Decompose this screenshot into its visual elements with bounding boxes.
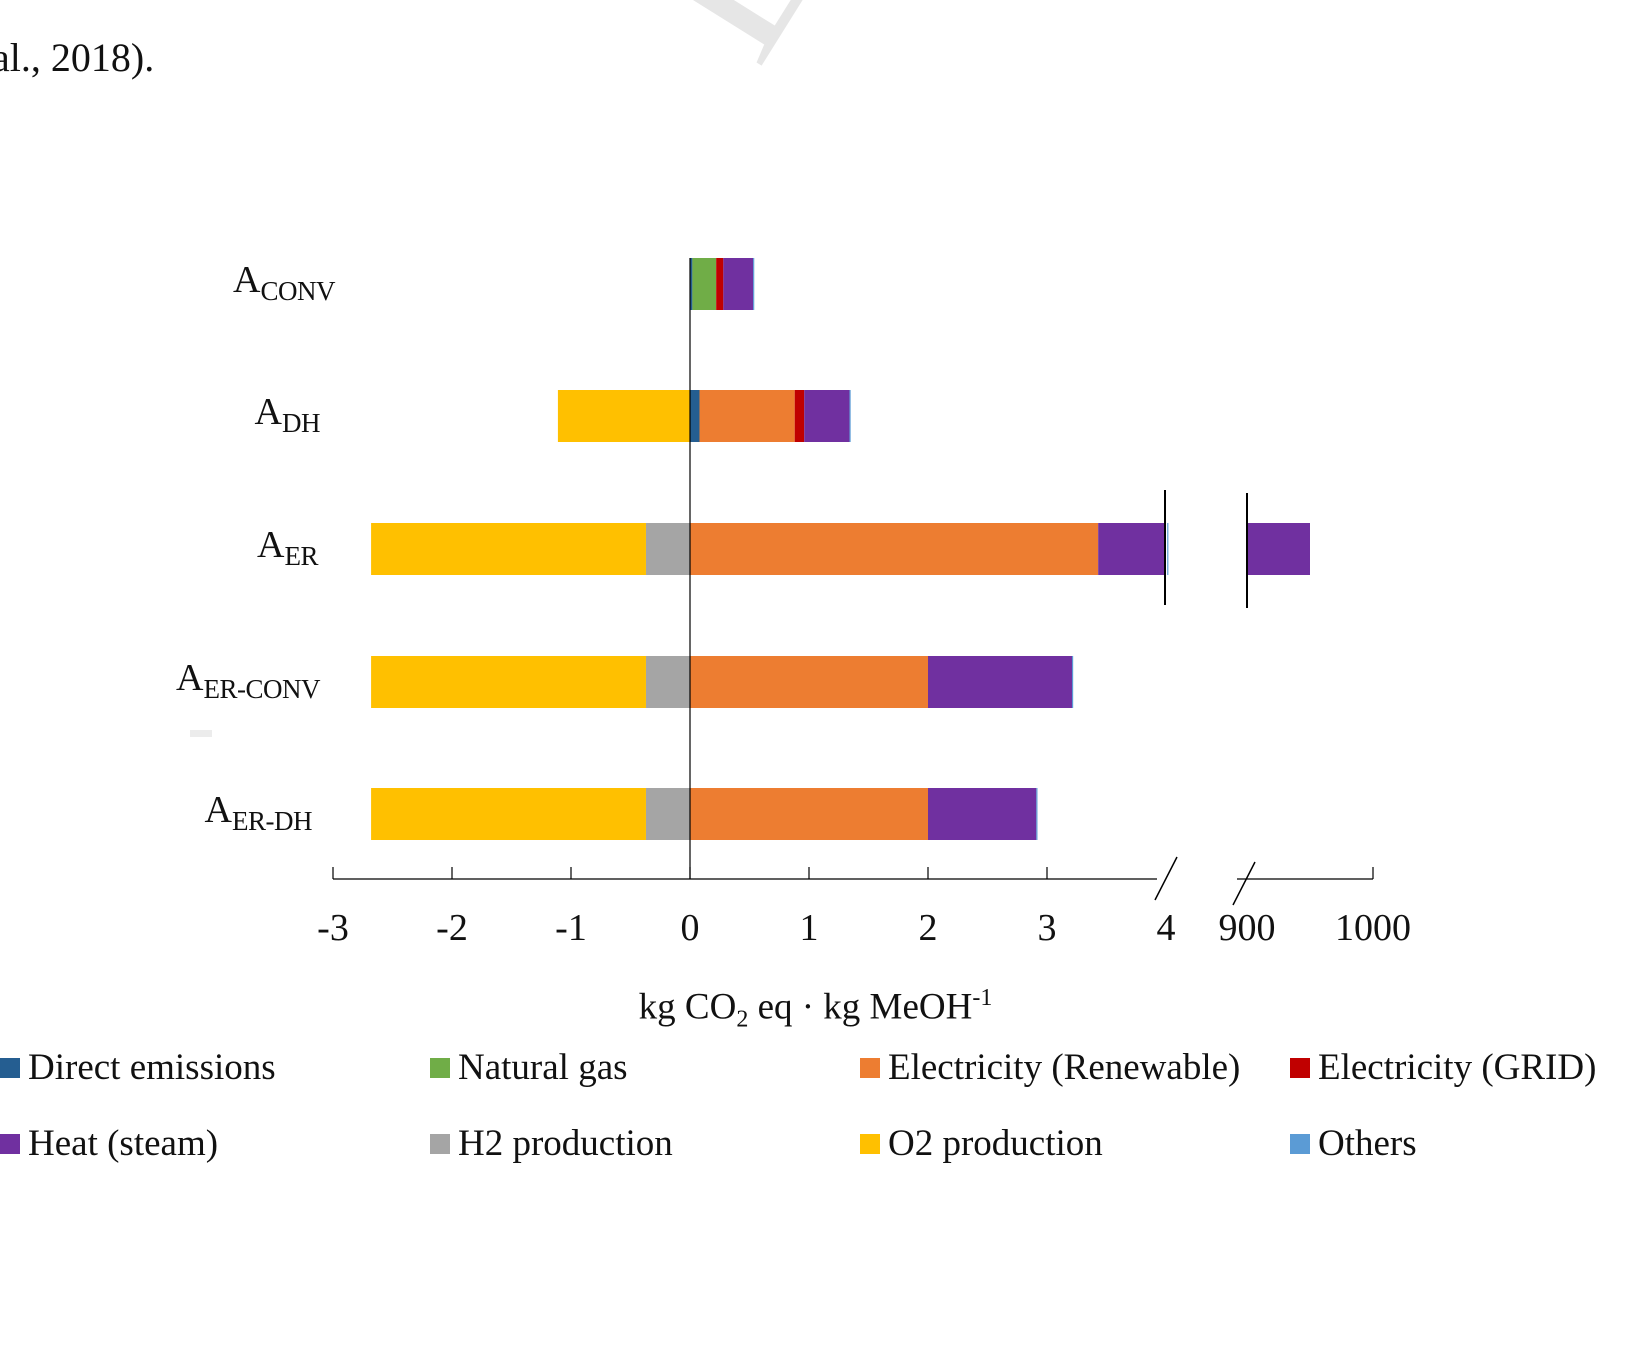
bar-segment-electricity-renewable- (690, 656, 928, 708)
axis-break-slash (1232, 861, 1256, 906)
legend-item: Others (1290, 1122, 1417, 1165)
category-label-main: A (233, 259, 261, 301)
bar-segment-electricity-grid- (794, 390, 805, 442)
bar-segment-electricity-grid- (716, 258, 724, 310)
x-axis-title-part: kg CO (638, 986, 737, 1028)
category-label: ADH (254, 390, 321, 439)
bar-segment-electricity-renewable- (690, 788, 928, 840)
legend-item: Direct emissions (0, 1046, 276, 1089)
legend-swatch (860, 1133, 880, 1154)
legend-swatch (0, 1057, 20, 1078)
legend-label: O2 production (888, 1123, 1103, 1164)
bar-segment-h2-production (645, 523, 690, 575)
x-axis-title-superscript: -1 (972, 985, 993, 1011)
legend-swatch (1290, 1057, 1310, 1078)
x-tick-label: 900 (1219, 907, 1276, 949)
category-label-subscript: ER-CONV (203, 674, 321, 704)
category-label: ACONV (233, 258, 335, 307)
category-label-subscript: CONV (260, 276, 335, 306)
bar-segment-natural-gas (692, 258, 717, 310)
bar-segment-o2-production (371, 788, 646, 840)
x-tick-label: -2 (436, 907, 468, 949)
bar-segment-heat-steam- (928, 656, 1072, 708)
category-label: AER (257, 523, 318, 572)
legend-swatch (1290, 1133, 1310, 1154)
bar-segment-o2-production (557, 390, 690, 442)
x-axis-title-part: eq · kg MeOH (748, 986, 973, 1028)
bar-segment-heat-steam- (804, 390, 850, 442)
bar-segment-h2-production (645, 656, 690, 708)
legend-label: Natural gas (458, 1047, 628, 1088)
category-label-subscript: ER (284, 541, 318, 571)
x-tick-label: 2 (919, 907, 938, 949)
bar-segment-heat-steam- (928, 788, 1037, 840)
legend-item: Heat (steam) (0, 1122, 218, 1165)
legend-label: Electricity (Renewable) (888, 1047, 1241, 1088)
bar-segment-heat-steam- (723, 258, 754, 310)
axis-break-slash (1154, 856, 1178, 901)
bar-segment-others (1071, 656, 1074, 708)
category-label-main: A (176, 657, 204, 699)
bar-segment-heat-steam-continued (1247, 523, 1310, 575)
x-tick-label: 1000 (1335, 907, 1411, 949)
bar-segment-direct-emissions (690, 390, 700, 442)
x-tick-label: -3 (317, 907, 349, 949)
category-label-main: A (254, 391, 282, 433)
bar-segment-h2-production (645, 788, 690, 840)
bar-segment-others (1167, 523, 1169, 575)
legend-swatch (430, 1133, 450, 1154)
x-tick-label: 3 (1038, 907, 1057, 949)
bar-segment-others (753, 258, 755, 310)
category-label-main: A (257, 524, 285, 566)
legend-swatch (430, 1057, 450, 1078)
x-axis-title-subscript: 2 (736, 1006, 749, 1033)
bar-segment-direct-emissions (690, 258, 693, 310)
bar-segment-others (849, 390, 851, 442)
legend-item: O2 production (860, 1122, 1103, 1165)
x-tick-label: 0 (681, 907, 700, 949)
watermark-fragment (190, 730, 212, 737)
page-text-fragment: al., 2018). (0, 35, 155, 80)
x-axis-title: kg CO2 eq · kg MeOH-1 (0, 985, 1631, 1034)
x-tick-label: -1 (555, 907, 587, 949)
category-label: AER-DH (204, 788, 313, 837)
legend-label: Heat (steam) (28, 1123, 219, 1164)
legend-item: H2 production (430, 1122, 673, 1165)
legend-item: Electricity (GRID) (1290, 1046, 1596, 1089)
bar-segment-electricity-renewable- (690, 523, 1099, 575)
x-tick-label: 4 (1157, 907, 1176, 949)
legend-label: Direct emissions (28, 1047, 276, 1088)
legend-swatch (860, 1057, 880, 1078)
legend-label: H2 production (458, 1123, 673, 1164)
legend-label: Electricity (GRID) (1318, 1047, 1597, 1088)
legend-label: Others (1318, 1123, 1417, 1164)
bar-segment-electricity-renewable- (699, 390, 795, 442)
legend-item: Natural gas (430, 1046, 628, 1089)
bar-segment-others (1036, 788, 1038, 840)
legend-swatch (0, 1133, 20, 1154)
bar-segment-o2-production (371, 523, 646, 575)
bar-segment-o2-production (371, 656, 646, 708)
category-label-main: A (204, 789, 232, 831)
bar-segment-heat-steam- (1098, 523, 1165, 575)
category-label-subscript: DH (282, 408, 321, 438)
category-label-subscript: ER-DH (232, 806, 313, 836)
legend-item: Electricity (Renewable) (860, 1046, 1240, 1089)
category-label: AER-CONV (176, 656, 320, 705)
x-tick-label: 1 (800, 907, 819, 949)
